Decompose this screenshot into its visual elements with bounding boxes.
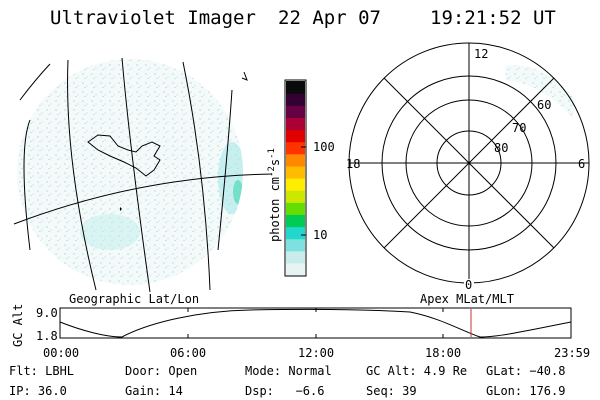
auroral-emission-core: [233, 180, 243, 204]
strip-ytick-low: 1.8: [36, 329, 58, 343]
colorbar-tick-100: 100: [313, 140, 335, 154]
seq-value: Seq: 39: [366, 384, 417, 398]
colorbar-segment: [286, 226, 305, 240]
colorbar-segment: [286, 202, 305, 215]
coastline: [87, 134, 161, 177]
strip-ytick-high: 9.0: [36, 306, 58, 320]
strip-xtick-2359: 23:59: [554, 346, 590, 360]
polar-label-0: 0: [465, 278, 472, 292]
faint-emission: [80, 214, 140, 250]
parallel: [13, 173, 273, 225]
strip-ylabel: GC Alt: [11, 304, 25, 347]
meridian: [19, 63, 51, 101]
colorbar-segment: [286, 262, 305, 276]
colorbar-segment: [286, 238, 305, 252]
polar-label-6: 6: [578, 157, 585, 171]
strip-frame: [59, 307, 572, 339]
altitude-strip: Geographic Lat/Lon Apex MLat/MLT GC Alt …: [11, 292, 590, 360]
strip-xtick-0000: 00:00: [43, 346, 79, 360]
meridian: [121, 57, 151, 293]
colorbar-unit-label: photon cm-2s-1: [267, 148, 282, 242]
meridian: [241, 71, 248, 81]
colorbar-frame: [284, 79, 307, 277]
colorbar-segment: [286, 178, 305, 191]
colorbar-segment: [286, 190, 305, 203]
polar-plot: 12 18 6 0 60 70 80: [346, 42, 590, 292]
filter-value: Flt: LBHL: [9, 364, 74, 378]
colorbar: 100 10 photon cm-2s-1: [267, 79, 335, 277]
colorbar-segment: [286, 105, 305, 118]
colorbar-segment: [286, 117, 305, 131]
info-panel: Flt: LBHL Door: Open Mode: Normal GC Alt…: [9, 364, 565, 398]
app-title: Ultraviolet Imager: [50, 7, 256, 29]
strip-xtick-1800: 18:00: [425, 346, 461, 360]
date-label: 22 Apr 07: [278, 7, 381, 29]
polar-label-70: 70: [512, 121, 526, 135]
colorbar-segment: [286, 93, 305, 106]
earth-disk: [17, 59, 243, 285]
geo-grid-lines: [13, 57, 273, 293]
colorbar-segment: [286, 250, 305, 264]
colorbar-tick-10: 10: [313, 228, 327, 242]
door-value: Door: Open: [125, 364, 197, 378]
strip-left-title: Geographic Lat/Lon: [69, 292, 199, 306]
polar-label-60: 60: [537, 98, 551, 112]
time-label: 19:21:52 UT: [430, 7, 556, 29]
colorbar-segment: [286, 81, 305, 94]
colorbar-segment: [286, 129, 305, 143]
polar-emission: [505, 65, 576, 118]
colorbar-segment: [286, 165, 305, 179]
colorbar-segment: [286, 214, 305, 228]
colorbar-segment: [286, 153, 305, 167]
ip-value: IP: 36.0: [9, 384, 67, 398]
mode-value: Mode: Normal: [245, 364, 332, 378]
polar-label-18: 18: [346, 157, 360, 171]
meridian: [67, 59, 97, 291]
polar-label-80: 80: [494, 141, 508, 155]
dsp-value: Dsp: −6.6: [245, 384, 324, 398]
gc-alt-value: GC Alt: 4.9 Re: [366, 364, 467, 378]
altitude-curve: [59, 308, 572, 338]
strip-right-title: Apex MLat/MLT: [420, 292, 514, 306]
meridian: [217, 89, 233, 251]
colorbar-segment: [286, 141, 305, 155]
polar-label-12: 12: [474, 47, 488, 61]
gain-value: Gain: 14: [125, 384, 183, 398]
coastline-island: [120, 207, 122, 211]
strip-xtick-1200: 12:00: [298, 346, 334, 360]
colorbar-gradient: [286, 81, 305, 276]
polar-diagonal: [383, 77, 555, 249]
glat-value: GLat: −40.8: [486, 364, 565, 378]
glon-value: GLon: 176.9: [486, 384, 565, 398]
meridian: [182, 61, 211, 291]
geographic-image-panel: [13, 57, 273, 293]
strip-xtick-0600: 06:00: [170, 346, 206, 360]
